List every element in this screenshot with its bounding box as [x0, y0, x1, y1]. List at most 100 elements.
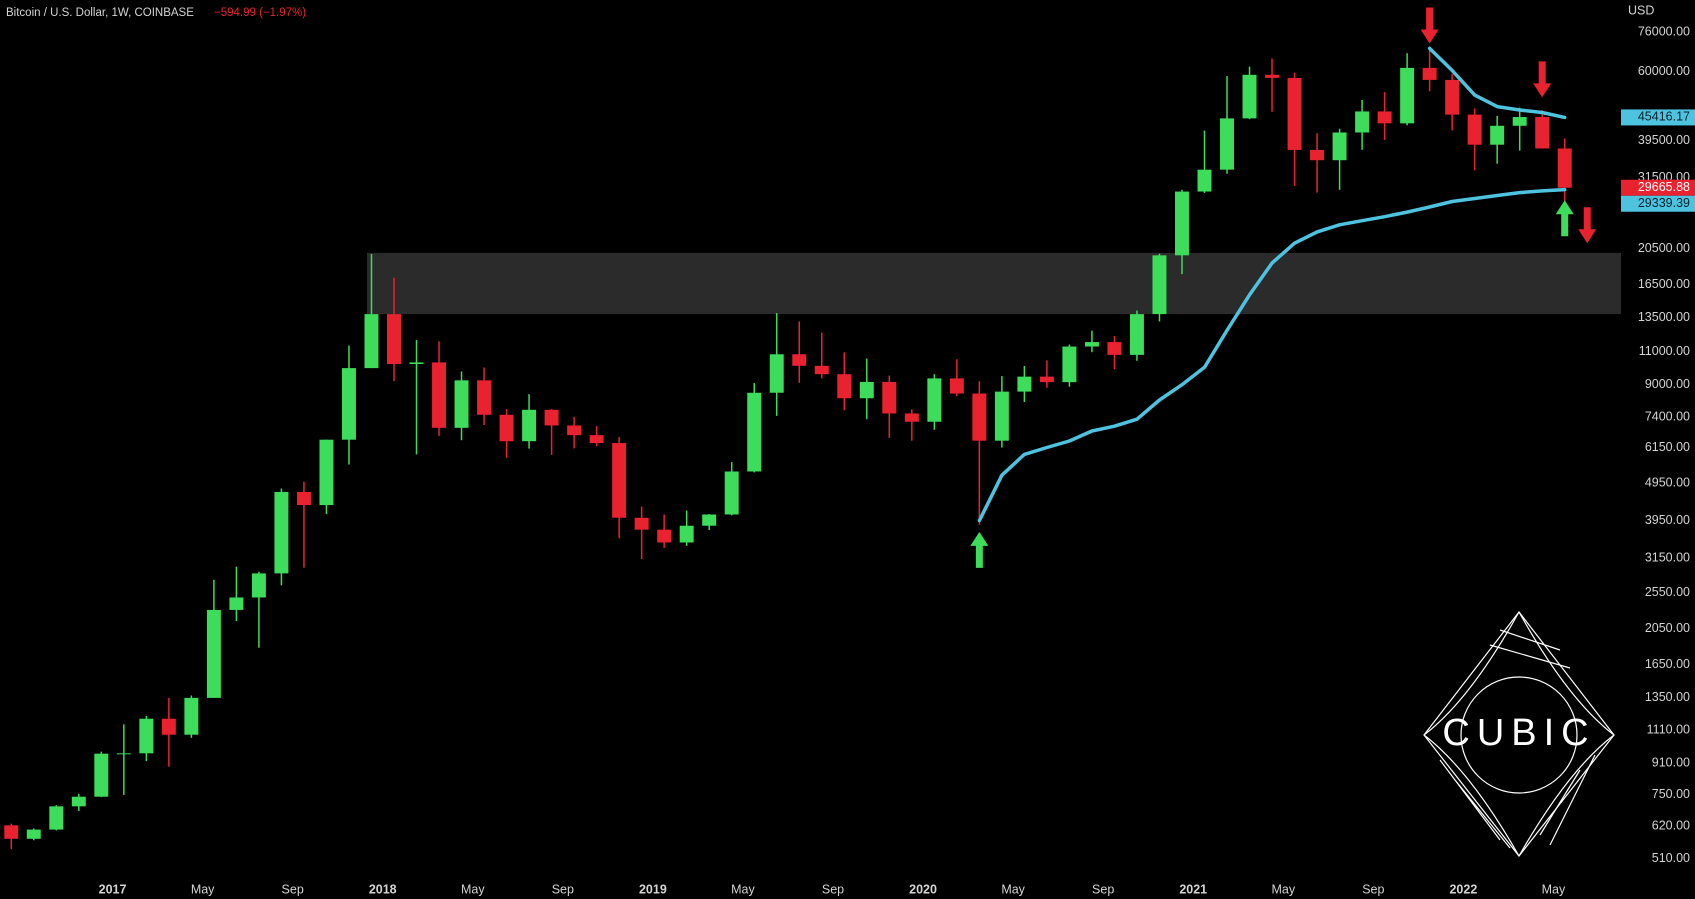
candle-body: [71, 796, 86, 807]
arrow: [1555, 200, 1574, 237]
x-tick-label: 2021: [1179, 882, 1207, 896]
candle-body: [477, 380, 492, 415]
logo: [1423, 611, 1615, 857]
candle-body: [1220, 118, 1234, 170]
candle-body: [1557, 148, 1572, 188]
candle-body: [814, 365, 829, 375]
x-tick-label: Sep: [1362, 882, 1384, 896]
chart-title: Bitcoin / U.S. Dollar, 1W, COINBASE: [6, 7, 194, 19]
candle-body: [1242, 74, 1257, 119]
candle-body: [206, 609, 221, 698]
candle-body: [296, 491, 311, 506]
candle-body: [882, 381, 897, 414]
x-tick-label: Sep: [822, 882, 844, 896]
candle-body: [4, 825, 19, 839]
candle-body: [904, 413, 919, 422]
y-tick-label: 76000.00: [1638, 25, 1690, 39]
candle-body: [1084, 342, 1099, 347]
candle-body: [994, 391, 1009, 441]
logo-text: CUBIC: [1442, 712, 1595, 754]
x-tick-label: Sep: [1092, 882, 1114, 896]
tag-layer: 45416.17 29665.88 29339.39: [1621, 109, 1695, 212]
y-tick-label: 60000.00: [1638, 64, 1690, 78]
y-tick-label: 1350.00: [1645, 690, 1690, 704]
axis-layer: 76000.0060000.0039500.0031500.0020500.00…: [99, 25, 1690, 897]
candle-body: [657, 529, 672, 543]
y-tick-label: 510.00: [1652, 851, 1690, 865]
price-tag-label: 29665.88: [1638, 180, 1690, 194]
x-tick-label: 2022: [1449, 882, 1477, 896]
candle-body: [1310, 149, 1325, 161]
candle-body: [612, 443, 627, 518]
candle-body: [1152, 255, 1167, 315]
y-tick-label: 7400.00: [1645, 409, 1690, 423]
candle-body: [634, 517, 649, 530]
candle-body: [387, 314, 401, 365]
candle-body: [1400, 67, 1415, 124]
candle-body: [1017, 376, 1032, 392]
candle-body: [364, 314, 379, 369]
candle-body: [1062, 346, 1077, 383]
arrow-layer: [970, 7, 1597, 568]
candle-body: [499, 414, 514, 442]
y-tick-label: 620.00: [1652, 819, 1690, 833]
candle-body: [409, 362, 424, 365]
y-tick-label: 6150.00: [1645, 440, 1690, 454]
candle-body: [1174, 191, 1189, 256]
price-tag: [1621, 109, 1695, 126]
logo-circle: [1460, 676, 1578, 794]
y-tick-label: 39500.00: [1638, 133, 1690, 147]
candle-body: [26, 829, 41, 839]
y-tick-label: 9000.00: [1645, 377, 1690, 391]
candle-body: [1287, 77, 1302, 150]
candle-body: [116, 753, 131, 755]
candle-body: [1512, 117, 1527, 126]
x-tick-label: 2018: [369, 882, 397, 896]
x-tick-label: May: [731, 882, 755, 896]
arrow: [1420, 7, 1439, 44]
moving-average-line: [1427, 46, 1567, 120]
candle-body: [522, 409, 537, 442]
candle-body: [1107, 342, 1122, 355]
y-tick-label: 1110.00: [1647, 723, 1690, 737]
candle-body: [972, 393, 987, 441]
candle-body: [1039, 376, 1054, 383]
zone-layer: [366, 252, 1622, 315]
price-tag-label: 45416.17: [1638, 110, 1690, 124]
price-tag: [1621, 195, 1695, 212]
y-tick-label: 3150.00: [1645, 550, 1690, 564]
y-tick-label: 3950.00: [1645, 513, 1690, 527]
candle-body: [837, 374, 852, 399]
y-tick-label: 13500.00: [1638, 310, 1690, 324]
candle-body: [1129, 314, 1144, 355]
logo-curves: [1423, 611, 1615, 857]
candle-body: [229, 597, 244, 610]
zone: [366, 252, 1622, 315]
candle-body: [702, 514, 717, 526]
price-tag-label: 29339.39: [1638, 196, 1690, 210]
candle-body: [454, 380, 469, 428]
y-tick-label: 16500.00: [1638, 277, 1690, 291]
candle-body: [251, 573, 266, 598]
candle-body: [319, 439, 334, 506]
y-tick-label: 20500.00: [1638, 241, 1690, 255]
line-layer: [977, 46, 1567, 523]
candle-body: [859, 381, 874, 399]
candle-body: [1265, 74, 1280, 78]
y-tick-label: 4950.00: [1645, 476, 1690, 490]
moving-average-line: [977, 187, 1567, 523]
candle-body: [679, 525, 694, 543]
x-tick-label: 2019: [639, 882, 667, 896]
candle-body: [94, 753, 109, 797]
y-tick-label: 2050.00: [1645, 621, 1690, 635]
price-tag: [1621, 179, 1695, 196]
candle-body: [274, 491, 289, 574]
candle-body: [1445, 79, 1460, 115]
candle-body: [1332, 132, 1347, 161]
price-change: −594.99 (−1.97%): [214, 7, 306, 19]
logo-hatch: [1439, 629, 1596, 849]
candle-body: [1490, 125, 1505, 145]
arrow: [1533, 61, 1552, 98]
